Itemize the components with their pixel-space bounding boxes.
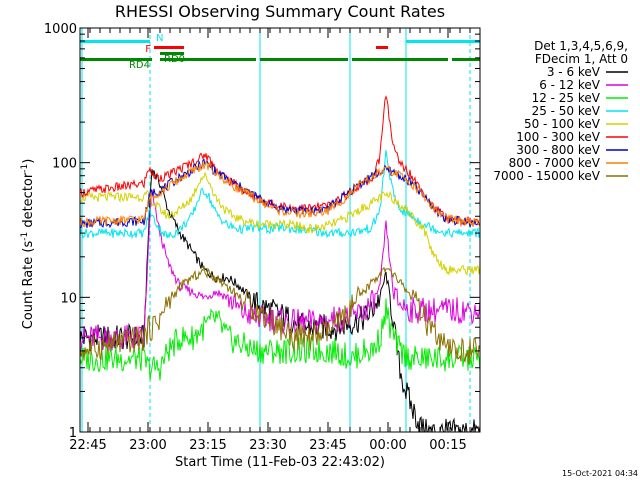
legend-header-0: Det 1,3,4,5,6,9, xyxy=(534,39,628,53)
y-tick-label-1: 10 xyxy=(60,291,77,306)
plot-frame xyxy=(79,27,481,433)
axes: 22:45 23:00 23:15 23:30 23:45 00:00 00:15 1 10 10… xyxy=(44,22,481,453)
legend-label-1: 6 - 12 keV xyxy=(539,78,601,92)
legend-label-6: 300 - 800 keV xyxy=(516,143,600,157)
series-line-8 xyxy=(79,265,481,365)
y-tick-label-2: 100 xyxy=(52,157,77,172)
legend-label-8: 7000 - 15000 keV xyxy=(493,169,600,183)
legend-header-1: FDecim 1, Att 0 xyxy=(535,52,628,66)
flag-bar-rd4-1 xyxy=(160,58,256,61)
series-line-6 xyxy=(79,158,481,229)
legend-label-5: 100 - 300 keV xyxy=(516,130,600,144)
series-line-7 xyxy=(79,160,481,228)
flag-bar-rd4-0 xyxy=(80,58,152,61)
legend-label-2: 12 - 25 keV xyxy=(532,91,601,105)
y-axis-label-mid: detector xyxy=(21,172,36,232)
legend-label-3: 25 - 50 keV xyxy=(532,104,601,118)
x-tick-label-3: 23:30 xyxy=(249,438,286,453)
flag-bar-rd4-3 xyxy=(352,58,448,61)
guide-lines xyxy=(81,28,471,432)
legend: Det 1,3,4,5,6,9,FDecim 1, Att 03 - 6 keV… xyxy=(493,39,628,183)
timestamp-stamp: 15-Oct-2021 04:34 xyxy=(562,469,638,478)
flag-bar-n-0 xyxy=(80,40,150,43)
y-tick-label-3: 1000 xyxy=(44,22,77,37)
y-axis-label-end: ) xyxy=(21,159,36,164)
series-layer xyxy=(79,95,481,433)
flag-bar-f-0 xyxy=(154,46,184,49)
status-flags: NFRD0RD4 xyxy=(80,33,480,71)
series-line-2 xyxy=(79,298,481,381)
x-tick-label-2: 23:15 xyxy=(189,438,226,453)
series-line-1 xyxy=(79,189,481,351)
flag-label-rd4: RD4 xyxy=(129,60,150,71)
legend-label-4: 50 - 100 keV xyxy=(524,117,601,131)
flag-bar-rd4-2 xyxy=(260,58,348,61)
x-tick-label-5: 00:00 xyxy=(369,438,406,453)
series-line-4 xyxy=(79,171,481,276)
flag-label-n: N xyxy=(156,33,163,44)
x-tick-label-6: 00:15 xyxy=(429,438,466,453)
flag-bar-f-1 xyxy=(376,46,388,49)
flag-bar-n-1 xyxy=(406,40,480,43)
x-tick-label-4: 23:45 xyxy=(309,438,346,453)
flag-bar-rd0-0 xyxy=(160,52,184,55)
chart-title: RHESSI Observing Summary Count Rates xyxy=(115,2,445,21)
series-line-3 xyxy=(79,150,481,240)
y-axis-label: Count Rate (s-1 detector-1) xyxy=(20,159,36,330)
y-axis-label-sup2: -1 xyxy=(20,164,30,173)
y-tick-label-0: 1 xyxy=(69,426,77,441)
y-axis-label-main: Count Rate (s xyxy=(21,241,36,330)
x-axis-label: Start Time (11-Feb-03 22:43:02) xyxy=(175,455,385,470)
flag-bar-rd4-4 xyxy=(452,58,480,61)
x-tick-label-1: 23:00 xyxy=(129,438,166,453)
legend-label-7: 800 - 7000 keV xyxy=(509,156,601,170)
legend-label-0: 3 - 6 keV xyxy=(547,65,601,79)
y-axis-label-sup1: -1 xyxy=(20,232,30,241)
x-tick-label-0: 22:45 xyxy=(69,438,106,453)
flag-label-f: F xyxy=(145,44,151,55)
